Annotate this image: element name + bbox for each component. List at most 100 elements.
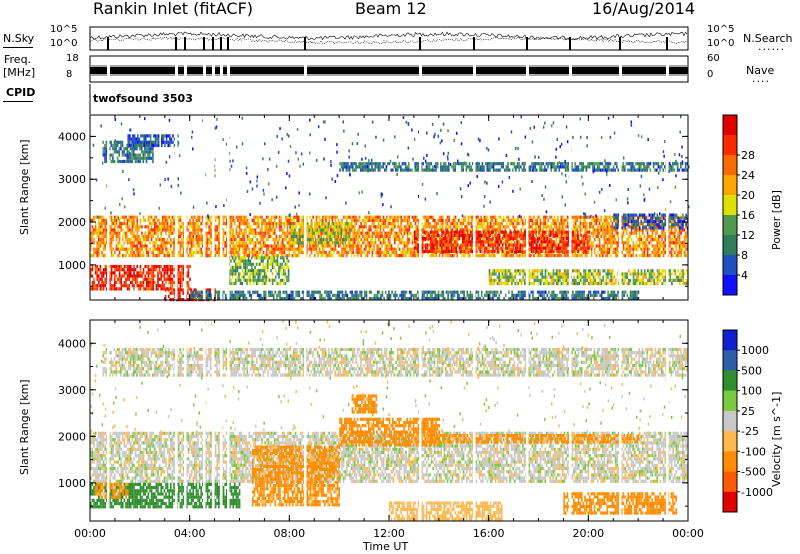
heatmap-cell bbox=[179, 254, 182, 258]
heatmap-cell bbox=[102, 150, 105, 154]
heatmap-cell bbox=[90, 244, 92, 248]
heatmap-cell bbox=[555, 222, 558, 226]
heatmap-cell bbox=[286, 262, 288, 266]
heatmap-cell bbox=[280, 244, 282, 248]
heatmap-cell bbox=[136, 280, 138, 285]
heatmap-cell bbox=[289, 238, 291, 242]
heatmap-cell bbox=[200, 247, 202, 251]
heatmap-cell bbox=[312, 215, 314, 219]
heatmap-cell bbox=[318, 234, 320, 239]
heatmap-cell bbox=[630, 222, 633, 226]
heatmap-cell bbox=[603, 247, 606, 251]
heatmap-cell bbox=[238, 231, 241, 235]
heatmap-cell bbox=[554, 222, 556, 226]
heatmap-cell bbox=[262, 269, 264, 273]
heatmap-cell bbox=[598, 231, 601, 235]
heatmap-cell bbox=[411, 234, 414, 238]
heatmap-cell bbox=[496, 222, 498, 226]
heatmap-cell bbox=[402, 254, 404, 258]
heatmap-cell bbox=[238, 265, 240, 270]
heatmap-cell bbox=[680, 228, 682, 232]
heatmap-cell bbox=[438, 218, 441, 222]
heatmap-cell bbox=[555, 228, 558, 232]
heatmap-cell bbox=[134, 280, 137, 285]
heatmap-cell bbox=[678, 234, 681, 238]
heatmap-cell bbox=[394, 241, 396, 245]
heatmap-cell bbox=[645, 247, 647, 251]
heatmap-cell bbox=[578, 250, 580, 254]
heatmap-cell bbox=[242, 247, 244, 251]
heatmap-cell bbox=[114, 287, 116, 291]
heatmap-cell bbox=[132, 137, 134, 141]
heatmap-cell bbox=[168, 225, 170, 229]
heatmap-cell bbox=[99, 225, 102, 229]
heatmap-cell bbox=[355, 218, 358, 222]
heatmap-cell bbox=[491, 254, 494, 258]
heatmap-cell bbox=[94, 228, 97, 232]
heatmap-cell bbox=[485, 254, 487, 258]
heatmap-cell bbox=[541, 222, 543, 226]
heatmap-cell bbox=[635, 234, 638, 238]
heatmap-cell bbox=[280, 225, 282, 229]
heatmap-cell bbox=[131, 228, 134, 232]
heatmap-cell bbox=[616, 241, 618, 245]
heatmap-cell bbox=[408, 215, 410, 219]
heatmap-cell bbox=[173, 280, 175, 285]
heatmap-cell bbox=[104, 234, 106, 238]
heatmap-cell bbox=[382, 250, 385, 254]
heatmap-cell bbox=[335, 228, 338, 232]
heatmap-cell bbox=[347, 231, 350, 235]
heatmap-cell bbox=[554, 215, 556, 219]
heatmap-cell bbox=[291, 247, 294, 251]
heatmap-cell bbox=[275, 225, 278, 229]
heatmap-cell bbox=[124, 159, 127, 164]
heatmap-cell bbox=[680, 247, 682, 251]
heatmap-cell bbox=[616, 231, 618, 235]
heatmap-cell bbox=[311, 234, 314, 239]
heatmap-cell bbox=[260, 256, 263, 260]
heatmap-cell bbox=[126, 231, 129, 235]
heatmap-cell bbox=[485, 231, 487, 235]
heatmap-cell bbox=[317, 234, 319, 238]
heatmap-cell bbox=[360, 231, 362, 235]
heatmap-cell bbox=[403, 247, 406, 251]
heatmap-cell bbox=[140, 140, 142, 144]
heatmap-cell bbox=[142, 280, 145, 285]
heatmap-cell bbox=[456, 254, 458, 258]
heatmap-cell bbox=[222, 254, 225, 258]
heatmap-cell bbox=[165, 225, 167, 229]
heatmap-cell bbox=[112, 247, 114, 251]
heatmap-cell bbox=[442, 222, 444, 226]
heatmap-cell bbox=[98, 228, 100, 232]
heatmap-cell bbox=[539, 254, 542, 258]
heatmap-cell bbox=[494, 244, 497, 248]
heatmap-cell bbox=[157, 140, 160, 144]
heatmap-cell bbox=[499, 215, 502, 219]
heatmap-cell bbox=[230, 269, 232, 273]
heatmap-cell bbox=[298, 234, 301, 239]
heatmap-cell bbox=[231, 269, 234, 273]
heatmap-cell bbox=[368, 250, 370, 254]
heatmap-cell bbox=[322, 254, 324, 258]
heatmap-cell bbox=[102, 268, 105, 272]
heatmap-cell bbox=[126, 222, 129, 226]
heatmap-cell bbox=[634, 247, 636, 251]
heatmap-cell bbox=[542, 222, 545, 226]
heatmap-cell bbox=[210, 228, 212, 232]
heatmap-cell bbox=[445, 254, 447, 258]
heatmap-cell bbox=[566, 222, 569, 226]
heatmap-cell bbox=[670, 254, 673, 258]
heatmap-cell bbox=[122, 228, 124, 232]
heatmap-cell bbox=[287, 269, 290, 273]
heatmap-cell bbox=[128, 271, 130, 275]
heatmap-cell bbox=[120, 215, 122, 219]
heatmap-cell bbox=[163, 277, 166, 281]
heatmap-cell bbox=[382, 218, 385, 222]
heatmap-cell bbox=[246, 272, 248, 276]
heatmap-cell bbox=[105, 156, 108, 160]
heatmap-cell bbox=[238, 238, 241, 242]
heatmap-cell bbox=[98, 231, 100, 235]
heatmap-cell bbox=[182, 225, 185, 229]
heatmap-cell bbox=[403, 215, 406, 219]
heatmap-cell bbox=[514, 218, 516, 222]
